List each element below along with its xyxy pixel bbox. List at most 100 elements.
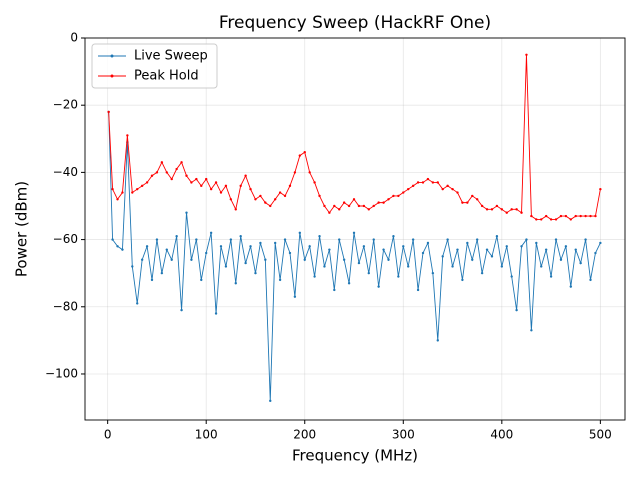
point [584, 238, 587, 241]
point [126, 134, 129, 137]
point [407, 265, 410, 268]
legend-box [91, 43, 218, 89]
point [471, 194, 474, 198]
point [520, 245, 523, 248]
point [485, 248, 489, 251]
point [446, 184, 449, 188]
point [579, 261, 582, 265]
point [372, 238, 375, 241]
point [273, 198, 277, 201]
y-tick-label: −80 [53, 299, 78, 313]
point [416, 288, 420, 292]
point [283, 238, 287, 241]
point [377, 201, 380, 204]
point [347, 282, 351, 285]
point [490, 255, 494, 258]
point [239, 184, 242, 188]
point [387, 198, 390, 201]
point [530, 214, 533, 218]
y-axis-label: Power (dBm) [13, 181, 31, 277]
x-tick-label: 500 [589, 428, 612, 442]
point [574, 248, 577, 251]
point [411, 184, 415, 188]
point [510, 208, 513, 211]
point [303, 151, 306, 154]
point [121, 248, 124, 251]
point [362, 204, 366, 208]
point [249, 245, 252, 248]
point [584, 214, 587, 218]
point [338, 208, 341, 211]
point [278, 191, 282, 194]
point [549, 218, 553, 221]
point [234, 282, 237, 285]
legend-marker [110, 54, 114, 58]
point [293, 171, 297, 174]
point [145, 245, 149, 248]
point [347, 204, 351, 208]
point [441, 255, 444, 258]
point [214, 312, 218, 315]
point [594, 214, 597, 218]
point [599, 241, 602, 245]
point [549, 275, 553, 278]
point [190, 181, 193, 184]
point [426, 177, 430, 181]
point [219, 245, 223, 248]
point [500, 208, 504, 211]
point [107, 110, 110, 114]
point [205, 251, 208, 255]
point [121, 191, 124, 194]
point [244, 174, 247, 177]
point [278, 278, 282, 282]
point [510, 275, 513, 278]
point [293, 295, 297, 298]
point [234, 208, 237, 211]
point [466, 201, 469, 204]
point [224, 184, 228, 188]
point [140, 258, 144, 261]
point [382, 248, 385, 251]
point [205, 177, 208, 181]
point [515, 208, 518, 211]
point [219, 191, 223, 194]
point [328, 211, 331, 214]
point [436, 181, 439, 184]
point [175, 167, 178, 171]
point [377, 285, 380, 288]
point [471, 258, 474, 261]
point [298, 154, 302, 157]
point [313, 275, 316, 278]
point [402, 191, 405, 194]
point [160, 271, 164, 275]
point [480, 271, 484, 275]
point [303, 258, 306, 261]
legend-label: Live Sweep [134, 49, 208, 64]
point [254, 198, 257, 201]
point [136, 302, 139, 305]
point [264, 201, 267, 204]
point [554, 218, 558, 221]
point [475, 198, 479, 201]
point [318, 194, 321, 198]
y-tick-label: −100 [45, 366, 78, 380]
point [283, 194, 287, 198]
point [480, 204, 484, 208]
point [466, 241, 469, 245]
point [195, 238, 198, 241]
y-tick-label: 0 [70, 31, 78, 45]
point [145, 181, 149, 184]
point [505, 245, 508, 248]
x-tick-label: 300 [392, 428, 415, 442]
point [155, 171, 159, 174]
point [520, 211, 523, 214]
point [318, 235, 321, 238]
point [426, 241, 430, 245]
point [298, 231, 302, 235]
point [288, 184, 292, 188]
point [116, 245, 119, 248]
x-tick-label: 400 [490, 428, 513, 442]
point [540, 218, 543, 221]
x-tick-label: 100 [195, 428, 218, 442]
point [456, 191, 459, 194]
